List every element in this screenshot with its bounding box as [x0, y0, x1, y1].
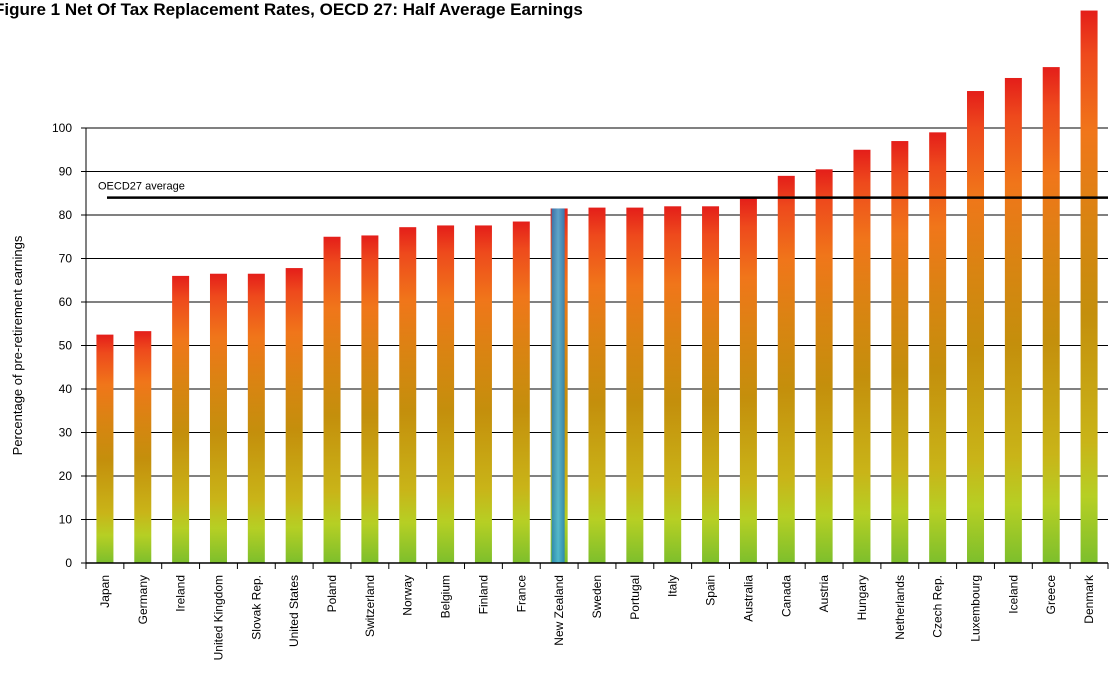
x-tick-label: Finland	[476, 575, 490, 614]
bar	[1004, 77, 1022, 563]
x-tick-label: Sweden	[590, 575, 604, 618]
bar	[209, 273, 227, 563]
x-tick-label: Portugal	[628, 575, 642, 620]
bar	[1042, 67, 1060, 563]
x-tick-label: New Zealand	[552, 575, 566, 646]
y-axis-label: Percentage of pre-retirement earnings	[10, 235, 25, 455]
x-tick-label: Japan	[98, 575, 112, 608]
bar	[437, 225, 455, 563]
bar	[588, 207, 606, 564]
x-tick-label: Spain	[704, 575, 718, 606]
bar	[929, 132, 947, 563]
bar	[172, 275, 190, 563]
bar	[399, 227, 417, 563]
bar	[285, 268, 303, 563]
x-tick-label: Germany	[136, 575, 150, 624]
bar	[323, 236, 341, 563]
bar	[512, 221, 530, 563]
x-tick-label: Luxembourg	[969, 575, 983, 642]
x-tick-label: Hungary	[855, 575, 869, 620]
bar	[361, 235, 379, 563]
bar	[739, 197, 757, 563]
oecd-average-label: OECD27 average	[98, 181, 185, 193]
x-tick-label: Czech Rep.	[931, 575, 945, 638]
highlight-bar-overlay	[551, 208, 565, 563]
y-tick-label: 70	[59, 252, 73, 266]
x-tick-label: Canada	[779, 575, 793, 617]
bar	[626, 207, 644, 564]
x-tick-label: United States	[287, 575, 301, 647]
x-tick-label: Switzerland	[363, 575, 377, 637]
y-tick-label: 10	[59, 513, 73, 527]
y-tick-label: 40	[59, 382, 73, 396]
bar	[1080, 10, 1098, 564]
x-tick-label: Poland	[325, 575, 339, 612]
y-tick-label: 60	[59, 295, 73, 309]
y-tick-label: 50	[59, 339, 73, 353]
x-tick-label: Norway	[401, 575, 415, 616]
bar	[247, 273, 265, 563]
y-tick-label: 100	[52, 121, 72, 135]
y-tick-label: 30	[59, 426, 73, 440]
y-tick-label: 90	[59, 165, 73, 179]
bar	[134, 331, 152, 563]
y-tick-label: 80	[59, 208, 73, 222]
bar	[891, 141, 909, 564]
x-tick-label: United Kingdom	[211, 575, 225, 660]
x-tick-label: Denmark	[1082, 574, 1096, 624]
x-tick-label: Iceland	[1006, 575, 1020, 614]
bar	[474, 225, 492, 563]
bar	[664, 206, 682, 564]
x-tick-label: Austria	[817, 575, 831, 613]
y-tick-label: 0	[65, 556, 72, 570]
x-tick-label: Ireland	[174, 575, 188, 612]
bar	[853, 149, 871, 563]
x-tick-label: Slovak Rep.	[249, 575, 263, 640]
bar	[967, 91, 985, 564]
bar	[777, 175, 795, 563]
y-tick-label: 20	[59, 469, 73, 483]
x-tick-label: France	[514, 575, 528, 613]
bar	[702, 206, 720, 564]
chart-title: Figure 1 Net Of Tax Replacement Rates, O…	[0, 0, 583, 19]
x-tick-label: Belgium	[439, 575, 453, 618]
bar	[815, 169, 833, 563]
x-tick-label: Italy	[666, 575, 680, 597]
x-tick-label: Netherlands	[893, 575, 907, 640]
x-tick-label: Greece	[1044, 575, 1058, 615]
x-tick-label: Australia	[741, 575, 755, 622]
bar	[96, 334, 114, 563]
